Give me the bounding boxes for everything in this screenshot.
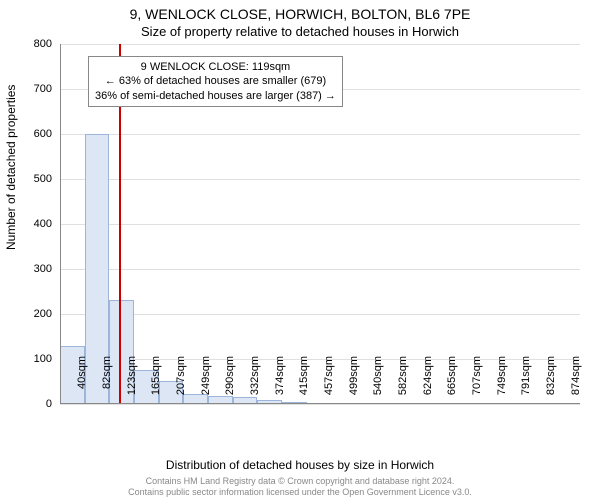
chart-title: 9, WENLOCK CLOSE, HORWICH, BOLTON, BL6 7… [0, 6, 600, 22]
footer-line1: Contains HM Land Registry data © Crown c… [0, 476, 600, 487]
x-tick: 82sqm [101, 356, 113, 406]
x-tick: 249sqm [200, 356, 212, 406]
annotation-line3: 36% of semi-detached houses are larger (… [95, 89, 336, 103]
footer-line2: Contains public sector information licen… [0, 487, 600, 498]
x-tick: 749sqm [496, 356, 508, 406]
x-tick: 832sqm [545, 356, 557, 406]
x-tick: 457sqm [323, 356, 335, 406]
plot-area: 9 WENLOCK CLOSE: 119sqm ← 63% of detache… [60, 44, 580, 404]
y-tick: 100 [12, 353, 52, 365]
y-tick: 400 [12, 218, 52, 230]
chart-container: 9, WENLOCK CLOSE, HORWICH, BOLTON, BL6 7… [0, 0, 600, 500]
annotation-line1: 9 WENLOCK CLOSE: 119sqm [95, 60, 336, 74]
y-tick: 800 [12, 38, 52, 50]
x-tick: 123sqm [126, 356, 138, 406]
y-tick: 300 [12, 263, 52, 275]
x-tick: 40sqm [76, 356, 88, 406]
x-tick: 374sqm [274, 356, 286, 406]
x-tick: 624sqm [422, 356, 434, 406]
chart-subtitle: Size of property relative to detached ho… [0, 24, 600, 39]
x-tick: 207sqm [175, 356, 187, 406]
y-tick: 200 [12, 308, 52, 320]
y-tick: 500 [12, 173, 52, 185]
x-tick: 582sqm [397, 356, 409, 406]
x-tick: 499sqm [348, 356, 360, 406]
x-tick: 290sqm [224, 356, 236, 406]
annotation-line2: ← 63% of detached houses are smaller (67… [95, 74, 336, 88]
annotation-box: 9 WENLOCK CLOSE: 119sqm ← 63% of detache… [88, 56, 343, 107]
x-tick: 165sqm [150, 356, 162, 406]
x-tick: 415sqm [298, 356, 310, 406]
x-tick: 874sqm [570, 356, 582, 406]
x-axis-label: Distribution of detached houses by size … [0, 458, 600, 472]
x-tick: 791sqm [520, 356, 532, 406]
x-tick: 707sqm [471, 356, 483, 406]
y-tick: 0 [12, 398, 52, 410]
footer-attribution: Contains HM Land Registry data © Crown c… [0, 476, 600, 498]
x-tick: 540sqm [372, 356, 384, 406]
y-tick: 600 [12, 128, 52, 140]
x-tick: 332sqm [249, 356, 261, 406]
x-tick: 665sqm [446, 356, 458, 406]
y-tick: 700 [12, 83, 52, 95]
